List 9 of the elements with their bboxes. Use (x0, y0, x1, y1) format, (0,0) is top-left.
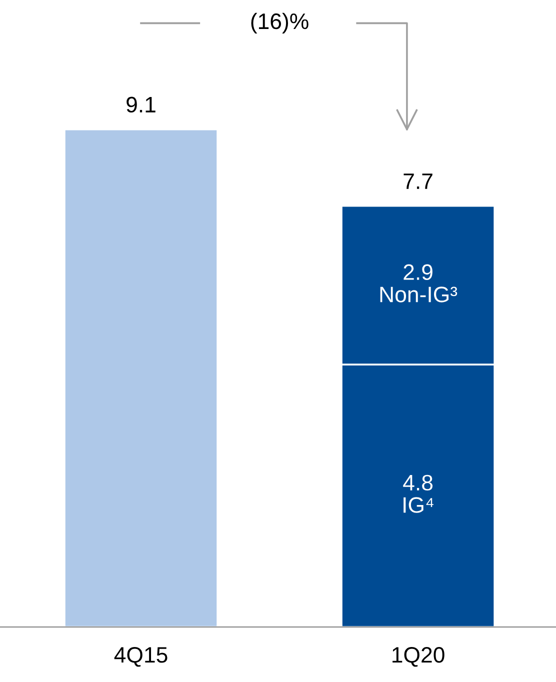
series-label: Non-IG³ (380, 286, 458, 302)
data-label: 4.8 (403, 474, 433, 491)
x-tick-label: 4Q15 (114, 647, 168, 667)
data-label: 2.9 (404, 264, 432, 280)
x-tick-label: 1Q20 (392, 647, 444, 667)
text: (16)% (251, 12, 308, 34)
total-label: 7.7 (404, 174, 432, 189)
series-label: IG⁴ (404, 497, 434, 513)
total-label: 9.1 (126, 96, 156, 113)
